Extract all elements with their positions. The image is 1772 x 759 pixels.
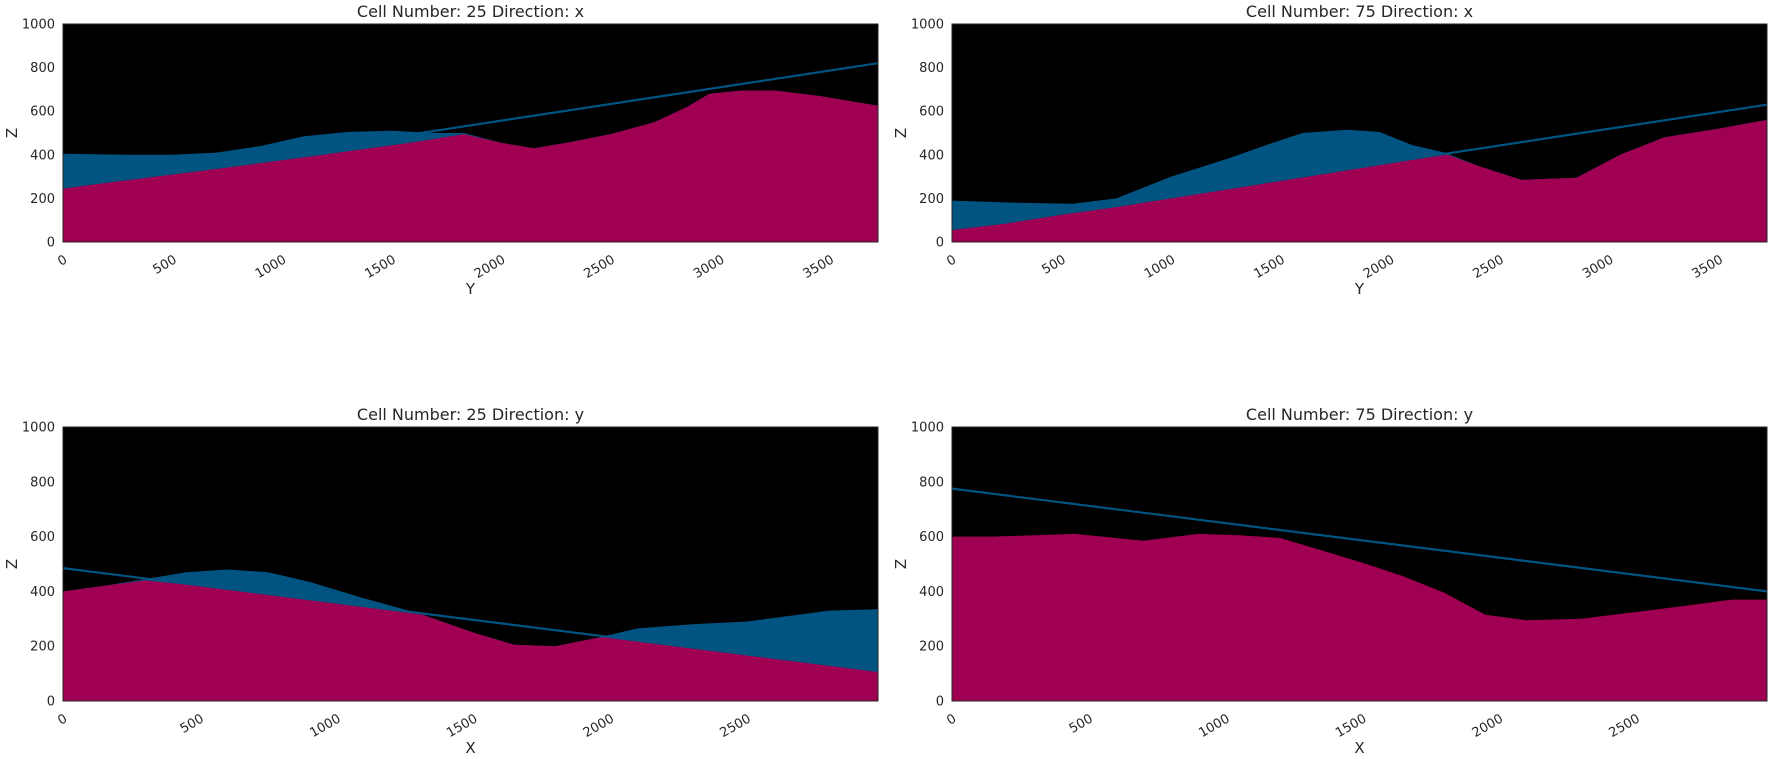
y-tick-label: 0 bbox=[47, 695, 55, 710]
x-tick-label: 1000 bbox=[1142, 252, 1178, 282]
y-tick-label: 600 bbox=[919, 530, 944, 545]
chart-title: Cell Number: 25 Direction: x bbox=[357, 2, 584, 21]
y-tick-label: 800 bbox=[30, 61, 55, 76]
x-tick-label: 1500 bbox=[362, 252, 398, 282]
x-tick-label: 2000 bbox=[1470, 711, 1506, 741]
plot-frame bbox=[951, 23, 1768, 243]
y-tick-label: 200 bbox=[30, 192, 55, 207]
x-tick-label: 2500 bbox=[1471, 252, 1507, 282]
fault-line bbox=[951, 487, 1768, 593]
y-tick-label: 1000 bbox=[911, 421, 944, 436]
x-tick-label: 1500 bbox=[1251, 252, 1287, 282]
x-axis-label: Y bbox=[465, 280, 476, 298]
y-axis-label: Z bbox=[3, 559, 21, 569]
fault-line bbox=[62, 62, 879, 189]
chart-title: Cell Number: 75 Direction: y bbox=[1246, 405, 1473, 424]
y-tick-label: 0 bbox=[936, 236, 944, 251]
y-tick-label: 400 bbox=[919, 148, 944, 163]
y-axis-label: Z bbox=[892, 559, 910, 569]
x-tick-label: 1500 bbox=[444, 711, 480, 741]
y-tick-label: 400 bbox=[30, 148, 55, 163]
y-tick-label: 0 bbox=[936, 695, 944, 710]
y-axis-label: Z bbox=[892, 128, 910, 138]
y-tick-label: 800 bbox=[919, 475, 944, 490]
y-tick-label: 600 bbox=[30, 530, 55, 545]
x-tick-label: 1000 bbox=[307, 711, 343, 741]
y-tick-label: 0 bbox=[47, 236, 55, 251]
y-tick-label: 200 bbox=[919, 192, 944, 207]
plot-frame bbox=[951, 426, 1768, 702]
x-tick-label: 0 bbox=[55, 252, 70, 269]
panel-cell-75-direction-y: 0 200 400 600 800 1000 0 500 1000 1500 2000 2500 Ce… bbox=[892, 405, 1768, 757]
x-tick-label: 3500 bbox=[1690, 252, 1726, 282]
y-tick-label: 600 bbox=[30, 105, 55, 120]
x-tick-label: 3000 bbox=[691, 252, 727, 282]
fault-line bbox=[62, 567, 879, 672]
y-tick-label: 200 bbox=[919, 640, 944, 655]
y-tick-label: 200 bbox=[30, 640, 55, 655]
panel-cell-25-direction-x: 0 200 400 600 800 1000 0 500 1000 1500 2000 2500 300… bbox=[3, 2, 879, 298]
x-axis-label: X bbox=[1354, 739, 1364, 757]
panel-cell-75-direction-x: 0 200 400 600 800 1000 0 500 1000 1500 2000 2500 300… bbox=[892, 2, 1768, 298]
x-tick-label: 2000 bbox=[581, 711, 617, 741]
x-axis-label: X bbox=[465, 739, 475, 757]
plot-frame bbox=[62, 426, 879, 702]
x-tick-label: 2500 bbox=[718, 711, 754, 741]
y-tick-label: 600 bbox=[919, 105, 944, 120]
x-tick-label: 2000 bbox=[472, 252, 508, 282]
y-tick-label: 1000 bbox=[911, 18, 944, 33]
y-tick-label: 800 bbox=[919, 61, 944, 76]
lower-layer-area bbox=[952, 119, 1767, 242]
y-tick-label: 800 bbox=[30, 475, 55, 490]
x-tick-label: 2500 bbox=[1607, 711, 1643, 741]
x-tick-label: 1500 bbox=[1333, 711, 1369, 741]
plot-frame bbox=[62, 23, 879, 243]
y-axis-label: Z bbox=[3, 128, 21, 138]
y-tick-label: 1000 bbox=[22, 18, 55, 33]
fault-line bbox=[951, 103, 1768, 230]
x-tick-label: 2500 bbox=[582, 252, 618, 282]
panel-cell-25-direction-y: 0 200 400 600 800 1000 0 500 1000 1500 2000 2500 Ce… bbox=[3, 405, 879, 757]
x-tick-label: 500 bbox=[151, 252, 180, 277]
y-tick-label: 400 bbox=[919, 585, 944, 600]
x-tick-label: 500 bbox=[1040, 252, 1069, 277]
lower-layer-area bbox=[952, 533, 1767, 701]
lower-layer-area bbox=[63, 90, 878, 242]
chart-title: Cell Number: 75 Direction: x bbox=[1246, 2, 1473, 21]
y-tick-label: 400 bbox=[30, 585, 55, 600]
x-axis-label: Y bbox=[1354, 280, 1365, 298]
x-tick-label: 1000 bbox=[1196, 711, 1232, 741]
x-tick-label: 500 bbox=[178, 711, 207, 736]
chart-title: Cell Number: 25 Direction: y bbox=[357, 405, 584, 424]
x-tick-label: 2000 bbox=[1361, 252, 1397, 282]
x-tick-label: 0 bbox=[944, 711, 959, 728]
x-tick-label: 0 bbox=[55, 711, 70, 728]
x-tick-label: 0 bbox=[944, 252, 959, 269]
x-tick-label: 3000 bbox=[1580, 252, 1616, 282]
lower-layer-area bbox=[63, 580, 878, 701]
x-tick-label: 500 bbox=[1067, 711, 1096, 736]
y-tick-label: 1000 bbox=[22, 421, 55, 436]
x-tick-label: 1000 bbox=[253, 252, 289, 282]
x-tick-label: 3500 bbox=[801, 252, 837, 282]
